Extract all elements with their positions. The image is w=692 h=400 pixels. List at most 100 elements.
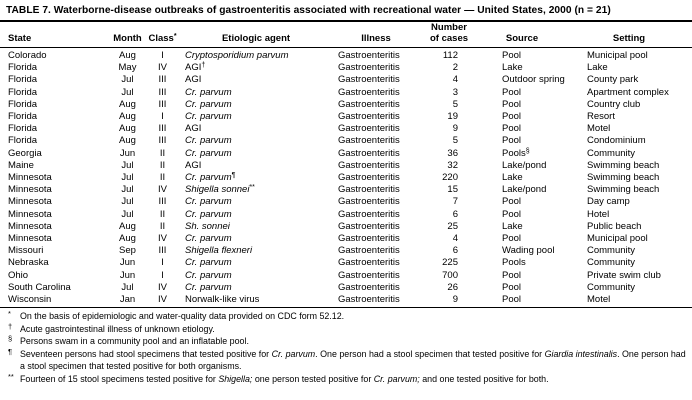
table-row: South Carolina Jul IV Cr. parvum Gastroenter… bbox=[0, 282, 692, 294]
cell-state: Minnesota bbox=[8, 208, 52, 220]
footnote-text: Acute gastrointestinal illness of unknow… bbox=[20, 323, 215, 334]
cell-illness: Gastroenteritis bbox=[338, 159, 400, 171]
cell-illness: Gastroenteritis bbox=[338, 184, 400, 196]
cell-state: Minnesota bbox=[8, 233, 52, 245]
cell-illness: Gastroenteritis bbox=[338, 135, 400, 147]
cell-state: Maine bbox=[8, 159, 34, 171]
cell-agent: AGI† bbox=[185, 62, 206, 74]
cell-month: Aug bbox=[119, 50, 136, 61]
cell-class: I bbox=[161, 257, 164, 269]
cell-state: Georgia bbox=[8, 147, 42, 159]
col-header-source: Source bbox=[478, 23, 566, 48]
cell-class: II bbox=[159, 147, 166, 159]
cell-illness: Gastroenteritis bbox=[338, 74, 400, 86]
cell-month: Jan bbox=[110, 294, 145, 309]
cell-class: I bbox=[161, 111, 164, 123]
cell-month: Jul bbox=[121, 184, 134, 196]
cell-agent: Cr. parvum bbox=[185, 233, 232, 245]
col-header-illness: Illness bbox=[332, 23, 420, 48]
cell-illness: Gastroenteritis bbox=[338, 62, 400, 74]
table-row: Georgia Jun II Cr. parvum Gastroenteritis 36 P… bbox=[0, 148, 692, 160]
footnote: ** Fourteen of 15 stool specimens tested … bbox=[6, 372, 688, 386]
cell-cases: 9 bbox=[420, 294, 478, 309]
cell-source: Pool bbox=[502, 50, 522, 61]
cell-source: Pool bbox=[502, 86, 522, 98]
cell-class: III bbox=[158, 245, 167, 257]
footnotes: * On the basis of epidemiologic and water… bbox=[6, 309, 688, 386]
cell-state: Florida bbox=[8, 98, 38, 110]
cell-agent: Cr. parvum bbox=[185, 257, 232, 269]
table-row: Ohio Jun I Cr. parvum Gastroenteritis 700 Pool… bbox=[0, 270, 692, 282]
col-header-setting: Setting bbox=[566, 23, 692, 48]
footnote-text: Fourteen of 15 stool specimens tested po… bbox=[20, 373, 549, 384]
table-header: State Month Class* Etiologic agent Illness Nu… bbox=[0, 22, 692, 48]
cell-agent: Cr. parvum bbox=[185, 98, 232, 110]
cell-setting: Municipal pool bbox=[587, 50, 648, 61]
cell-setting: Community bbox=[587, 281, 636, 293]
cell-class: II bbox=[159, 172, 166, 184]
cell-source: Pool bbox=[502, 269, 522, 281]
cell-class: II bbox=[159, 208, 166, 220]
cell-cases: 4 bbox=[452, 74, 458, 86]
cell-cases: 700 bbox=[442, 269, 458, 281]
cell-class: III bbox=[158, 196, 167, 208]
cell-cases: 32 bbox=[447, 159, 458, 171]
cell-setting: Public beach bbox=[587, 220, 642, 232]
cell-state: Minnesota bbox=[8, 172, 52, 184]
cell-source: Lake/pond bbox=[502, 159, 547, 171]
table-row: Florida Jul III Cr. parvum Gastroenteritis 3 P… bbox=[0, 87, 692, 99]
cell-state: South Carolina bbox=[8, 281, 71, 293]
cell-class: III bbox=[158, 135, 167, 147]
cell-source: Pool bbox=[502, 208, 522, 220]
table-row: Minnesota Jul II Cr. parvum Gastroenteritis 6… bbox=[0, 209, 692, 221]
cell-source: Wading pool bbox=[502, 245, 555, 257]
cell-illness: Gastroenteritis bbox=[338, 196, 400, 208]
cell-agent: Shigella flexneri bbox=[185, 245, 253, 257]
table-row: Nebraska Jun I Cr. parvum Gastroenteritis 225… bbox=[0, 257, 692, 269]
cell-agent: Cr. parvum bbox=[185, 208, 232, 220]
cell-source: Pool bbox=[502, 123, 522, 135]
table-row: Florida Aug III Cr. parvum Gastroenteritis 5 P… bbox=[0, 135, 692, 147]
cell-setting: Swimming beach bbox=[587, 184, 660, 196]
table-row: Florida Aug III AGI Gastroenteritis 9 Pool Mote… bbox=[0, 123, 692, 135]
cell-setting: Swimming beach bbox=[587, 172, 660, 184]
cell-month: Jul bbox=[121, 159, 134, 171]
cell-state: Florida bbox=[8, 123, 38, 135]
cell-month: Jul bbox=[121, 86, 134, 98]
cell-agent: Cr. parvum bbox=[185, 281, 232, 293]
footnote-symbol: § bbox=[8, 334, 13, 343]
cell-state: Colorado bbox=[8, 50, 47, 61]
cell-setting: Motel bbox=[566, 294, 692, 309]
table-row: Wisconsin Jan IV Norwalk-like virus Gastroen… bbox=[0, 294, 692, 309]
col-header-month: Month bbox=[110, 23, 145, 48]
cell-illness: Gastroenteritis bbox=[338, 208, 400, 220]
cell-agent: AGI bbox=[185, 123, 202, 135]
cell-month: Aug bbox=[119, 220, 136, 232]
footnote-symbol: ¶ bbox=[8, 346, 13, 356]
cell-illness: Gastroenteritis bbox=[332, 294, 420, 309]
cell-month: Jun bbox=[119, 257, 136, 269]
cell-class: II bbox=[159, 159, 166, 171]
cell-cases: 112 bbox=[442, 50, 458, 61]
cell-cases: 6 bbox=[452, 245, 458, 257]
table-row: Colorado Aug I Cryptosporidium parvum Gastro… bbox=[0, 48, 692, 63]
cell-cases: 7 bbox=[452, 196, 458, 208]
cell-agent: Cr. parvum bbox=[185, 196, 232, 208]
cell-setting: Community bbox=[587, 257, 636, 269]
cell-agent: AGI bbox=[185, 74, 202, 86]
cell-source: Pool bbox=[502, 233, 522, 245]
footnote: * On the basis of epidemiologic and water… bbox=[6, 309, 688, 323]
cell-illness: Gastroenteritis bbox=[338, 123, 400, 135]
cell-class: IV bbox=[158, 281, 167, 293]
table-row: Missouri Sep III Shigella flexneri Gastroent… bbox=[0, 245, 692, 257]
cell-illness: Gastroenteritis bbox=[338, 281, 400, 293]
table-title: TABLE 7. Waterborne-disease outbreaks of… bbox=[6, 5, 611, 16]
cell-month: Aug bbox=[119, 123, 136, 135]
cell-source: Pool bbox=[502, 98, 522, 110]
cell-agent: Shigella sonnei** bbox=[185, 184, 255, 196]
cell-class: IV bbox=[145, 294, 180, 309]
col-header-class: Class* bbox=[145, 23, 180, 48]
cell-month: Sep bbox=[119, 245, 136, 257]
cell-illness: Gastroenteritis bbox=[338, 245, 400, 257]
